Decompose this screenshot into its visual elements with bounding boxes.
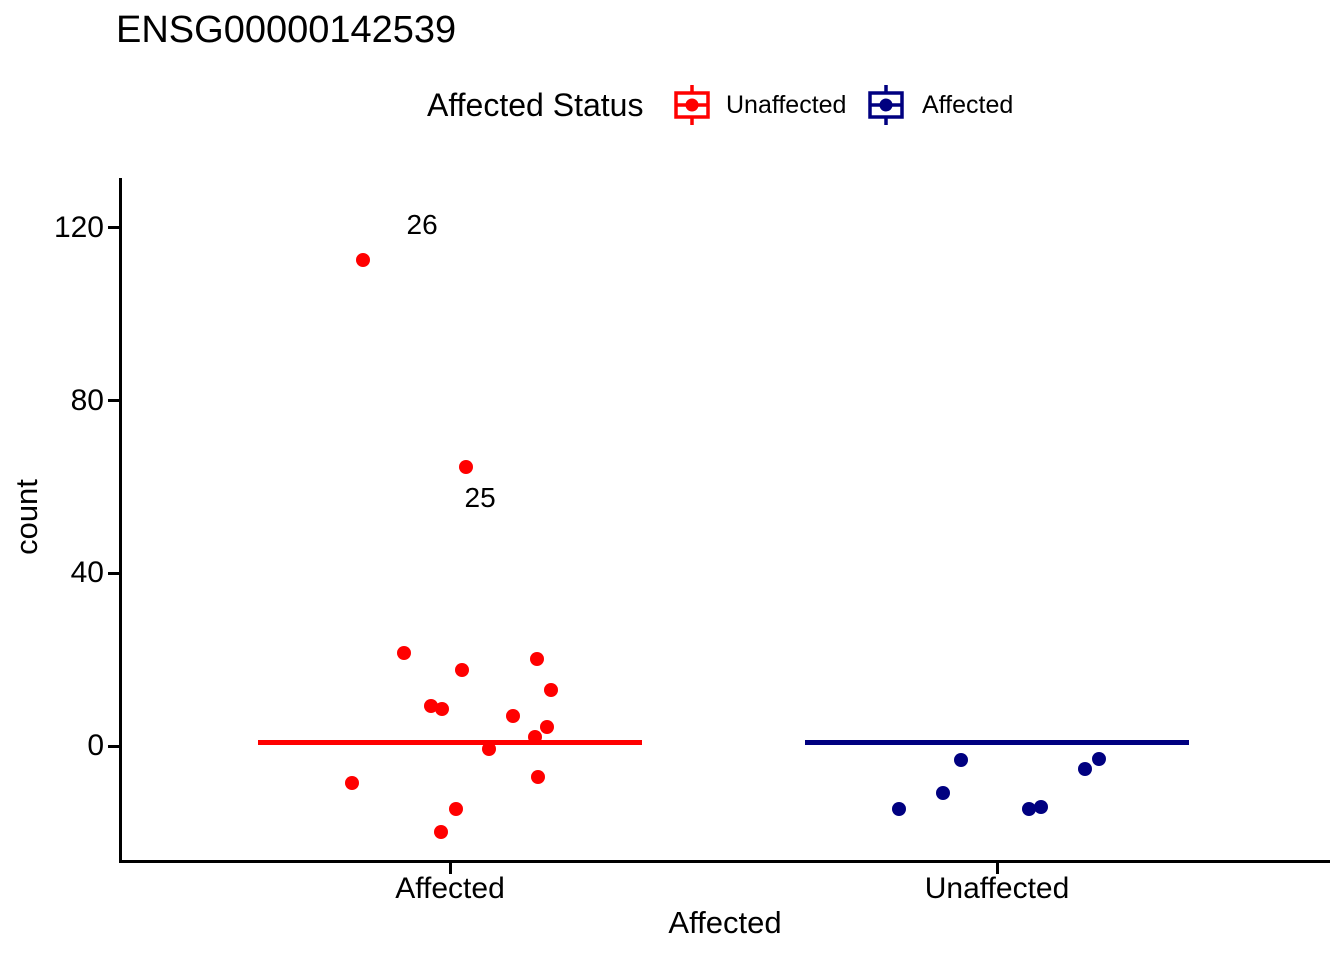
y-tick-label: 0	[87, 729, 104, 762]
x-tick-mark	[995, 863, 999, 874]
y-tick-mark	[108, 226, 120, 230]
data-point	[539, 720, 554, 734]
point-label: 25	[464, 482, 496, 514]
data-point	[529, 651, 544, 666]
data-point	[527, 729, 542, 744]
data-point	[1091, 751, 1106, 766]
y-tick-mark	[108, 571, 120, 575]
x-axis-line	[119, 860, 1330, 863]
y-tick-mark	[108, 399, 120, 403]
y-tick-mark	[108, 744, 120, 748]
y-tick-label: 40	[70, 556, 104, 590]
data-point	[953, 752, 968, 767]
data-point	[449, 802, 464, 817]
legend-item-unaffected: Unaffected	[726, 91, 847, 119]
chart-title: ENSG00000142539	[116, 9, 457, 51]
data-point	[434, 824, 449, 839]
data-point	[1022, 802, 1037, 817]
data-point	[935, 786, 950, 801]
x-tick-mark	[448, 863, 452, 874]
data-point	[356, 252, 371, 267]
data-point	[892, 802, 907, 817]
y-tick-label: 80	[70, 383, 104, 417]
data-point	[345, 776, 360, 791]
median-line	[805, 740, 1189, 746]
x-axis-title: Affected	[668, 905, 782, 940]
x-tick-label: Affected	[395, 872, 505, 905]
x-tick-label: Unaffected	[924, 872, 1070, 905]
y-axis-line	[119, 178, 122, 863]
data-point	[423, 698, 438, 713]
data-point	[455, 663, 470, 678]
data-point	[458, 460, 473, 475]
boxplot-key-icon	[674, 85, 710, 125]
data-point	[544, 682, 559, 697]
y-tick-label: 120	[53, 210, 104, 244]
boxplot-key-icon	[868, 85, 904, 125]
data-point	[1033, 799, 1048, 814]
data-point	[531, 770, 546, 785]
data-point	[1078, 761, 1093, 776]
median-line	[258, 740, 642, 746]
data-point	[434, 701, 449, 716]
legend-title: Affected Status	[427, 87, 644, 123]
legend-item-affected: Affected	[922, 91, 1014, 119]
point-label: 26	[406, 208, 438, 240]
data-point	[397, 646, 412, 661]
data-point	[481, 742, 496, 757]
data-point	[505, 709, 520, 724]
